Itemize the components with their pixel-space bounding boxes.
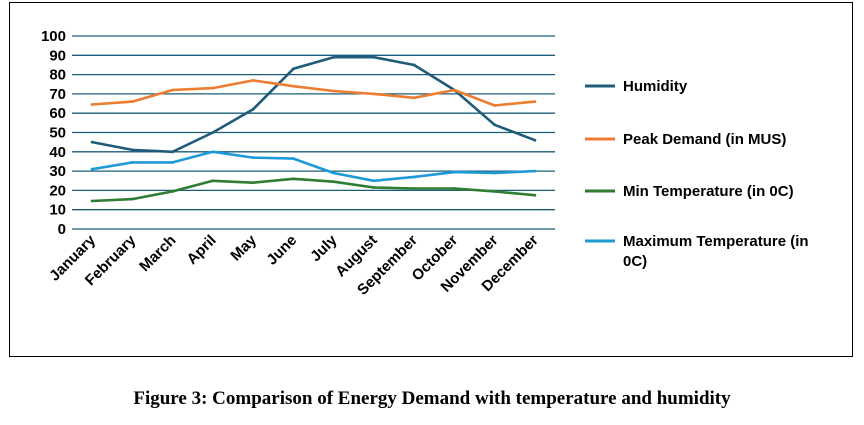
series-line-3: [90, 150, 537, 183]
data-point: [372, 55, 376, 59]
data-point: [211, 86, 215, 90]
data-point: [493, 171, 497, 175]
series-line-0: [90, 55, 537, 154]
legend-label-line: Humidity: [623, 78, 688, 95]
data-point: [452, 187, 456, 190]
data-point: [251, 107, 255, 111]
data-point: [412, 187, 416, 190]
data-point: [412, 96, 416, 100]
data-point: [452, 88, 456, 92]
legend-label: Peak Demand (in MUS): [623, 131, 786, 148]
data-point: [90, 199, 94, 203]
data-point: [372, 179, 376, 183]
y-axis-ticks: 0 10 20 30 40 50 60 70 80 90 100: [41, 28, 66, 238]
legend: Humidity Peak Demand (in MUS) Min Temperat…: [585, 78, 809, 270]
y-tick-label: 100: [41, 28, 66, 45]
data-point: [291, 157, 295, 160]
data-point: [533, 193, 537, 197]
series-lines: [90, 55, 537, 203]
data-point: [332, 180, 336, 184]
y-tick-label: 80: [49, 67, 66, 84]
data-point: [291, 67, 295, 71]
data-point: [251, 181, 255, 185]
data-point: [130, 197, 134, 201]
data-point: [251, 78, 255, 82]
data-point: [493, 123, 497, 127]
series-line-1: [90, 79, 537, 107]
data-point: [90, 140, 94, 144]
data-point: [533, 100, 537, 104]
data-point: [291, 84, 295, 88]
y-tick-label: 60: [49, 105, 66, 122]
data-point: [332, 89, 336, 93]
legend-label: Maximum Temperature (in 0C): [623, 233, 809, 270]
data-point: [493, 189, 497, 193]
data-point: [90, 103, 94, 106]
data-point: [171, 161, 175, 164]
data-point: [90, 167, 94, 171]
legend-label-line: Peak Demand (in MUS): [623, 131, 786, 148]
legend-label-line: Min Temperature (in 0C): [623, 183, 794, 200]
data-point: [533, 169, 537, 173]
data-point: [171, 88, 175, 92]
y-tick-label: 70: [49, 86, 66, 103]
series-line-2: [90, 177, 537, 203]
y-tick-label: 30: [49, 163, 66, 180]
y-tick-label: 20: [49, 182, 66, 199]
data-point: [533, 138, 537, 142]
data-point: [372, 92, 376, 96]
data-point: [452, 170, 456, 174]
x-tick-label: April: [184, 232, 220, 268]
data-point: [332, 55, 336, 59]
x-tick-label: May: [227, 231, 260, 264]
data-point: [211, 131, 215, 134]
data-point: [332, 171, 336, 175]
data-point: [211, 179, 215, 183]
data-point: [412, 175, 416, 179]
data-point: [412, 63, 416, 67]
data-point: [130, 161, 134, 164]
x-tick-label: June: [263, 232, 300, 269]
figure-frame: 0 10 20 30 40 50 60 70 80 90 100 January February Ma…: [9, 2, 853, 357]
legend-label: Min Temperature (in 0C): [623, 183, 794, 200]
y-tick-label: 40: [49, 144, 66, 161]
legend-label-line: Maximum Temperature (in: [623, 233, 809, 250]
data-point: [211, 150, 215, 154]
data-point: [493, 104, 497, 107]
figure-caption: Figure 3: Comparison of Energy Demand wi…: [133, 388, 731, 409]
data-point: [130, 148, 134, 152]
line-chart: 0 10 20 30 40 50 60 70 80 90 100 JanuaryFebruaryMa…: [41, 28, 809, 299]
x-tick-label: July: [307, 231, 341, 265]
data-point: [171, 150, 175, 154]
data-point: [372, 186, 376, 189]
y-tick-label: 0: [58, 221, 66, 238]
legend-label-line: 0C): [623, 253, 647, 270]
legend-label: Humidity: [623, 78, 688, 95]
data-point: [251, 156, 255, 159]
y-tick-label: 10: [49, 202, 66, 219]
data-point: [291, 177, 295, 181]
x-tick-label: March: [136, 232, 179, 275]
data-point: [130, 100, 134, 104]
data-point: [171, 189, 175, 193]
y-tick-label: 90: [49, 47, 66, 64]
grid-lines: [72, 35, 555, 230]
y-tick-label: 50: [49, 125, 66, 142]
